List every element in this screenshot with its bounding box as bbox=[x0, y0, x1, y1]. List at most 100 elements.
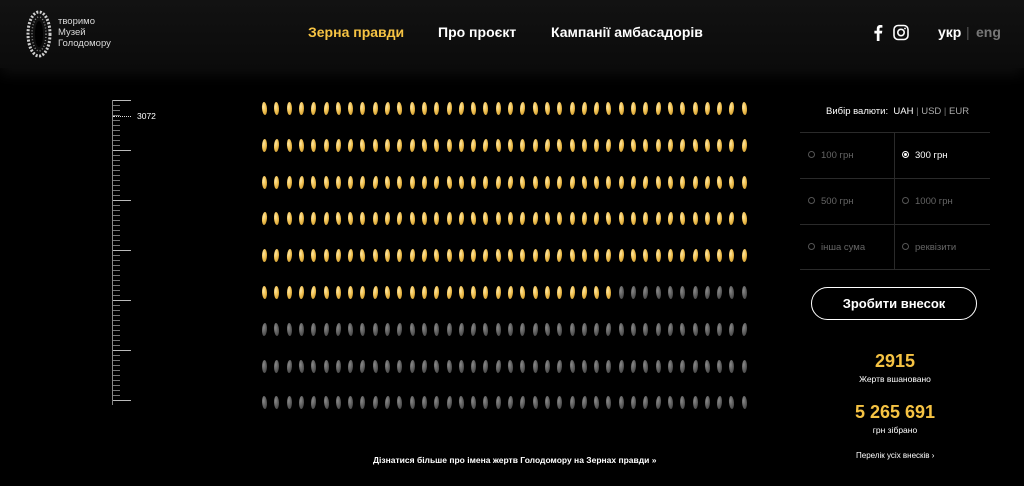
grain-filled bbox=[323, 175, 329, 189]
grain-filled bbox=[569, 101, 575, 116]
grain-filled bbox=[273, 212, 280, 226]
scale-tick bbox=[113, 340, 120, 341]
grain-filled bbox=[482, 249, 489, 263]
scale-tick bbox=[113, 320, 120, 321]
grain-empty bbox=[311, 322, 317, 336]
grain-empty bbox=[446, 396, 452, 410]
grain-filled bbox=[421, 285, 428, 300]
logo-text[interactable]: творимо Музей Голодомору bbox=[58, 16, 111, 49]
grain-filled bbox=[532, 249, 538, 263]
grain-empty bbox=[458, 396, 465, 410]
nav-about-project[interactable]: Про проєкт bbox=[438, 24, 517, 40]
grain-filled bbox=[631, 102, 636, 115]
grain-filled bbox=[507, 138, 514, 152]
grain-empty bbox=[581, 322, 587, 336]
museum-logo-icon[interactable] bbox=[24, 8, 54, 60]
divider bbox=[894, 132, 895, 270]
amount-option-500[interactable]: 500 грн bbox=[808, 196, 854, 207]
grain-empty bbox=[359, 359, 366, 373]
grain-filled bbox=[643, 138, 649, 152]
nav-grains-of-truth[interactable]: Зерна правди bbox=[308, 24, 405, 40]
grain-filled bbox=[286, 138, 293, 152]
grain-filled bbox=[679, 249, 686, 263]
grain-filled bbox=[298, 249, 305, 263]
divider bbox=[800, 269, 990, 270]
amount-option-300[interactable]: 300 грн bbox=[902, 150, 948, 161]
grain-empty bbox=[433, 396, 440, 410]
grain-filled bbox=[581, 285, 588, 300]
grain-filled bbox=[421, 248, 428, 263]
grain-filled bbox=[655, 212, 661, 226]
scale-tick bbox=[113, 260, 120, 261]
grain-empty bbox=[667, 359, 673, 373]
amount-option-1000[interactable]: 1000 грн bbox=[902, 196, 953, 207]
lang-eng[interactable]: eng bbox=[976, 24, 1001, 40]
grain-filled bbox=[360, 212, 366, 226]
grain-empty bbox=[470, 322, 477, 336]
grain-filled bbox=[728, 212, 735, 226]
grain-filled bbox=[335, 175, 341, 189]
grain-filled bbox=[630, 175, 637, 189]
facebook-icon[interactable] bbox=[870, 24, 886, 41]
logo-line: творимо bbox=[58, 16, 95, 27]
grain-filled bbox=[261, 285, 268, 300]
grain-empty bbox=[495, 322, 501, 336]
grain-empty bbox=[532, 396, 539, 410]
money-label: грн зібрано bbox=[872, 425, 918, 435]
grain-empty bbox=[483, 396, 489, 410]
grain-filled bbox=[495, 285, 501, 300]
grain-filled bbox=[544, 212, 551, 226]
instagram-icon[interactable] bbox=[893, 24, 909, 41]
grain-filled bbox=[397, 138, 403, 152]
grain-filled bbox=[544, 101, 551, 116]
grain-empty bbox=[360, 396, 366, 410]
currency-eur[interactable]: EUR bbox=[949, 106, 970, 117]
grain-filled bbox=[458, 212, 465, 226]
grain-empty bbox=[446, 359, 452, 373]
amount-label: 500 грн bbox=[821, 196, 854, 207]
scale-tick bbox=[113, 160, 120, 161]
grain-filled bbox=[323, 138, 329, 152]
grain-filled bbox=[680, 175, 686, 189]
grain-empty bbox=[409, 322, 416, 336]
nav-ambassador-campaigns[interactable]: Кампанії амбасадорів bbox=[551, 24, 703, 40]
currency-uah[interactable]: UAH bbox=[893, 106, 914, 117]
grain-filled bbox=[581, 175, 588, 189]
grain-filled bbox=[409, 175, 415, 189]
grain-filled bbox=[569, 249, 575, 263]
grain-filled bbox=[434, 101, 440, 116]
grain-empty bbox=[286, 396, 292, 410]
scale-tick bbox=[113, 390, 120, 391]
grain-filled bbox=[655, 138, 661, 152]
grain-filled bbox=[544, 138, 551, 152]
amount-option-requisites[interactable]: реквізити bbox=[902, 242, 956, 253]
scale-tick bbox=[113, 330, 120, 331]
scale-tick bbox=[113, 315, 120, 316]
scale-tick bbox=[113, 200, 131, 201]
scale-tick bbox=[113, 365, 120, 366]
amount-option-other[interactable]: інша сума bbox=[808, 242, 865, 253]
lang-ukr[interactable]: укр bbox=[938, 24, 962, 40]
grain-filled bbox=[483, 212, 489, 226]
grain-filled bbox=[606, 249, 612, 263]
grain-empty bbox=[520, 359, 526, 373]
grain-empty bbox=[655, 396, 662, 410]
learn-more-link[interactable]: Дізнатися більше про імена жертв Голодом… bbox=[373, 455, 657, 465]
grain-filled bbox=[606, 285, 612, 300]
donate-button[interactable]: Зробити внесок bbox=[811, 287, 977, 320]
amount-option-100[interactable]: 100 грн bbox=[808, 150, 854, 161]
grain-empty bbox=[384, 396, 391, 410]
grain-filled bbox=[384, 212, 391, 226]
grain-filled bbox=[507, 249, 514, 263]
scale-tick bbox=[113, 360, 120, 361]
scale-tick bbox=[113, 130, 120, 131]
grain-empty bbox=[716, 322, 723, 336]
grain-filled bbox=[532, 138, 538, 152]
grain-filled bbox=[470, 101, 477, 116]
contributions-list-link[interactable]: Перелік усіх внесків › bbox=[856, 451, 935, 460]
grain-filled bbox=[298, 138, 305, 152]
scale-tick bbox=[113, 205, 120, 206]
grain-filled bbox=[311, 138, 317, 152]
currency-usd[interactable]: USD bbox=[921, 106, 942, 117]
grain-filled bbox=[519, 101, 526, 116]
